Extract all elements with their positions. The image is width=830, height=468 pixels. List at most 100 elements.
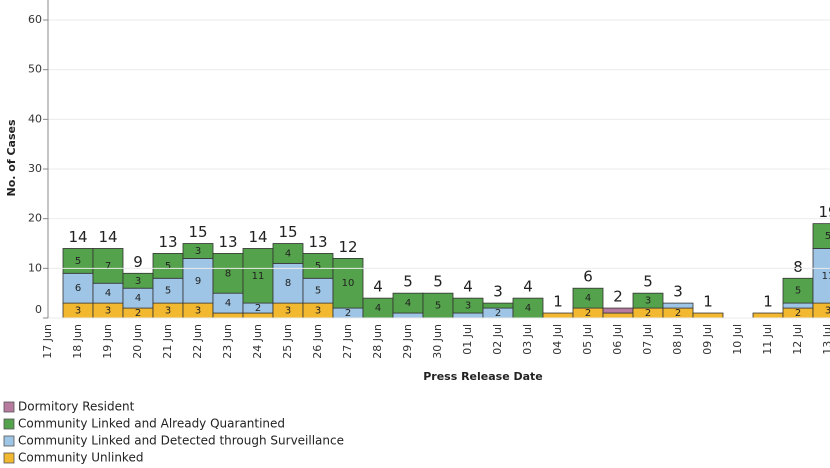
legend-swatch — [3, 435, 15, 447]
x-tick-label: 12 Jul — [791, 324, 804, 355]
segment-label: 7 — [105, 261, 111, 272]
segment-label: 4 — [375, 303, 381, 314]
segment-label: 2 — [495, 308, 501, 319]
bar-segment — [782, 302, 814, 309]
bar-segment — [272, 262, 304, 304]
segment-label: 2 — [135, 308, 141, 319]
segment-label: 3 — [135, 276, 141, 287]
bar-segment — [692, 312, 724, 319]
total-label: 3 — [493, 283, 503, 301]
x-tick-label: 19 Jun — [101, 324, 114, 359]
x-tick-label: 06 Jul — [611, 324, 624, 355]
x-tick-label: 26 Jun — [311, 324, 324, 359]
total-label: 13 — [158, 233, 177, 251]
x-tick-label: 22 Jun — [191, 324, 204, 359]
total-label: 9 — [133, 253, 143, 271]
x-tick-label: 23 Jun — [221, 324, 234, 359]
bar-segment — [242, 248, 274, 304]
x-tick-label: 04 Jul — [551, 324, 564, 355]
y-tick-label: 0 — [35, 303, 42, 316]
total-label: 5 — [433, 273, 443, 291]
x-tick-label: 01 Jul — [461, 324, 474, 355]
segment-label: 3 — [195, 246, 201, 257]
total-label: 14 — [98, 228, 117, 246]
segment-label: 5 — [435, 301, 441, 312]
y-tick-label: 60 — [28, 13, 42, 26]
bar-segment — [182, 257, 214, 304]
x-tick-label: 17 Jun — [41, 324, 54, 359]
bar-segment — [632, 292, 664, 309]
legend-swatch — [3, 418, 15, 430]
total-label: 15 — [278, 223, 297, 241]
segment-label: 3 — [315, 306, 321, 317]
total-label: 8 — [793, 258, 803, 276]
segment-label: 5 — [795, 286, 801, 297]
segment-label: 2 — [345, 308, 351, 319]
segment-label: 5 — [75, 256, 81, 267]
segment-label: 5 — [315, 261, 321, 272]
x-tick-label: 27 Jun — [341, 324, 354, 359]
total-label: 19 — [818, 203, 830, 221]
bar-segment — [332, 257, 364, 309]
bar-segment — [662, 302, 694, 309]
segment-label: 4 — [525, 303, 531, 314]
y-axis-title: No. of Cases — [5, 119, 18, 196]
bar-segment — [602, 312, 634, 319]
segment-label: 9 — [195, 276, 201, 287]
bar-segment — [542, 312, 574, 319]
legend-label: Community Linked and Detected through Su… — [18, 434, 344, 448]
total-label: 1 — [763, 293, 773, 311]
x-tick-label: 29 Jun — [401, 324, 414, 359]
segment-label: 4 — [405, 298, 411, 309]
bar-segment — [212, 312, 244, 319]
segment-label: 5 — [165, 261, 171, 272]
x-tick-label: 25 Jun — [281, 324, 294, 359]
total-label: 3 — [673, 283, 683, 301]
segment-label: 3 — [195, 306, 201, 317]
x-tick-label: 07 Jul — [641, 324, 654, 355]
bar-segment — [62, 272, 94, 304]
x-tick-label: 28 Jun — [371, 324, 384, 359]
x-tick-label: 05 Jul — [581, 324, 594, 355]
bar-segment — [572, 287, 604, 309]
legend-label: Community Linked and Already Quarantined — [18, 417, 285, 431]
x-tick-label: 10 Jul — [731, 324, 744, 355]
segment-label: 8 — [225, 268, 231, 279]
segment-label: 4 — [285, 248, 291, 259]
segment-label: 4 — [225, 298, 231, 309]
bar-segment — [182, 243, 214, 259]
segment-label: 8 — [285, 278, 291, 289]
x-tick-label: 11 Jul — [761, 324, 774, 355]
bar-segment — [212, 253, 244, 294]
legend-swatch — [3, 401, 15, 413]
total-label: 14 — [68, 228, 87, 246]
segment-label: 3 — [105, 306, 111, 317]
total-label: 4 — [373, 278, 383, 296]
total-label: 5 — [643, 273, 653, 291]
y-tick-label: 40 — [28, 112, 42, 125]
segment-label: 2 — [645, 308, 651, 319]
x-tick-label: 18 Jun — [71, 324, 84, 359]
x-tick-label: 08 Jul — [671, 324, 684, 355]
total-label: 6 — [583, 268, 593, 286]
total-label: 13 — [308, 233, 327, 251]
y-tick-label: 10 — [28, 261, 42, 274]
segment-label: 4 — [135, 293, 141, 304]
segment-label: 2 — [585, 308, 591, 319]
segment-label: 11 — [822, 271, 830, 282]
total-label: 5 — [403, 273, 413, 291]
bar-segment — [92, 248, 124, 284]
segment-label: 11 — [252, 271, 265, 282]
y-tick-label: 50 — [28, 63, 42, 76]
y-tick-label: 20 — [28, 212, 42, 225]
total-label: 13 — [218, 233, 237, 251]
segment-label: 5 — [165, 286, 171, 297]
segment-label: 10 — [342, 278, 355, 289]
x-axis-title: Press Release Date — [423, 370, 543, 383]
segment-label: 5 — [315, 286, 321, 297]
total-label: 4 — [523, 278, 533, 296]
segment-label: 2 — [255, 303, 261, 314]
x-tick-label: 30 Jun — [431, 324, 444, 359]
x-tick-label: 13 Jul — [821, 324, 830, 355]
